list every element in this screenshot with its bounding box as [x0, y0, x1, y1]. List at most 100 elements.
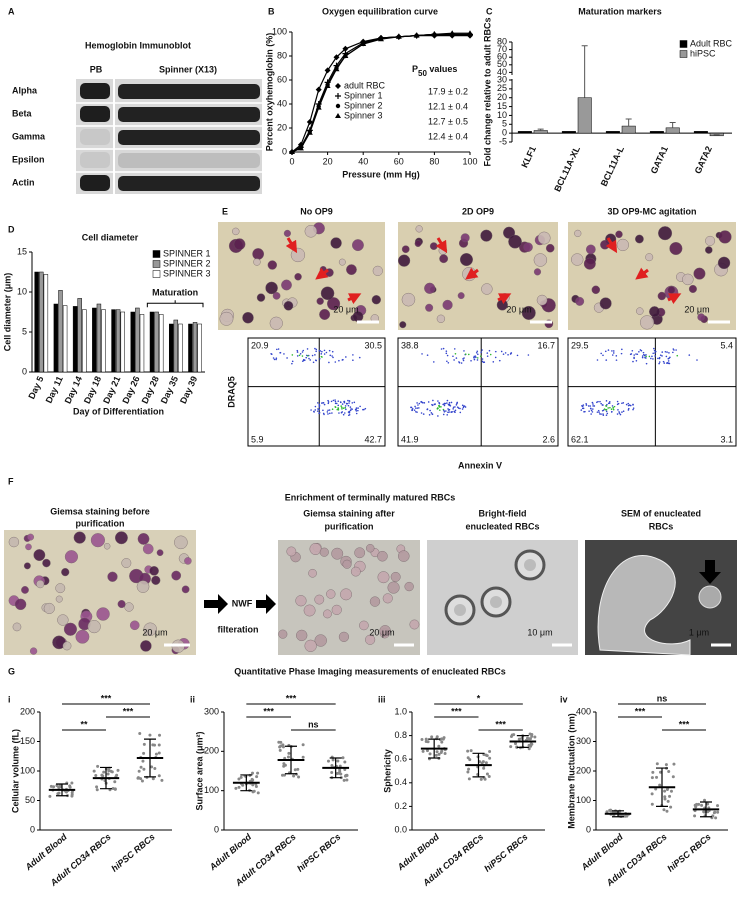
flow-event	[489, 353, 492, 356]
flow-event	[652, 358, 654, 360]
jitter-point	[142, 767, 146, 771]
y-axis-label: Sphericity	[382, 749, 392, 793]
jitter-point	[116, 768, 120, 772]
x-tick-label: Day 11	[44, 375, 65, 405]
flow-event	[422, 413, 425, 415]
cell	[346, 264, 357, 275]
cell	[55, 595, 63, 603]
flow-event	[602, 413, 604, 415]
cell	[14, 598, 27, 611]
quadrant-value: 20.9	[251, 340, 269, 350]
flow-event	[458, 361, 461, 364]
jitter-point	[343, 760, 347, 764]
flow-event	[343, 400, 346, 403]
cell	[382, 593, 393, 604]
cell	[399, 321, 407, 329]
cell	[398, 550, 410, 562]
jitter-point	[250, 771, 254, 775]
legend-marker	[335, 103, 341, 109]
flow-event	[673, 349, 675, 351]
cell	[574, 229, 582, 238]
y-tick-label: 1.0	[394, 706, 407, 716]
flow-event	[615, 355, 618, 357]
flow-event	[610, 408, 613, 411]
column-label: PB	[90, 64, 103, 74]
flow-event	[636, 353, 639, 356]
flow-event	[345, 408, 347, 411]
cell	[439, 254, 449, 264]
flow-event	[452, 355, 454, 358]
flow-event	[658, 361, 661, 363]
cell	[303, 604, 316, 617]
cell	[64, 550, 78, 564]
flow-event	[315, 350, 317, 353]
sd-bar	[100, 766, 112, 790]
jitter-point	[94, 774, 98, 778]
row-label: Alpha	[12, 85, 38, 95]
flow-event	[306, 348, 309, 350]
jitter-point	[141, 759, 145, 763]
annotation: Maturation	[152, 288, 198, 298]
flow-event	[315, 348, 318, 351]
flow-event	[418, 407, 420, 409]
flow-event	[619, 413, 622, 416]
comparison-label: ns	[308, 719, 319, 729]
legend-label: Spinner 1	[344, 90, 383, 100]
flow-event	[448, 411, 450, 413]
legend-label: hiPSC	[690, 48, 716, 58]
cell	[599, 297, 612, 310]
jitter-point	[529, 744, 533, 748]
x-tick-label: 0	[289, 156, 294, 166]
y-tick-label: 0.6	[394, 754, 407, 764]
panel-label: A	[8, 6, 15, 16]
jitter-point	[57, 785, 61, 789]
cell	[283, 300, 294, 311]
cell	[256, 293, 266, 302]
flow-event	[443, 404, 446, 407]
flow-event	[591, 401, 594, 404]
flow-event	[323, 353, 326, 355]
flow-event	[318, 357, 321, 360]
x-tick-label: Adult Blood	[395, 831, 442, 872]
y-tick-label: 5	[22, 326, 27, 336]
cell	[718, 230, 732, 244]
cell	[12, 622, 22, 632]
legend-swatch	[679, 40, 688, 48]
quadrant-value: 29.5	[571, 340, 589, 350]
jitter-point	[512, 733, 516, 737]
bar	[92, 307, 97, 373]
legend-label: Spinner 3	[344, 110, 383, 120]
jitter-point	[331, 758, 335, 762]
flow-event	[611, 354, 614, 356]
flow-event	[473, 356, 475, 359]
error-bar	[713, 134, 720, 136]
sd-bar	[700, 801, 712, 818]
jitter-point	[716, 804, 720, 808]
flow-event	[350, 408, 352, 410]
scale-label: 20 μm	[506, 304, 531, 314]
flow-event	[480, 351, 483, 353]
flow-event	[446, 354, 449, 357]
jitter-point	[150, 765, 154, 769]
jitter-point	[484, 761, 488, 765]
flow-event	[621, 402, 623, 405]
arrow	[635, 267, 649, 280]
flow-event	[328, 349, 331, 352]
cell	[508, 234, 522, 249]
flow-event	[600, 402, 602, 405]
y-axis-label: Cellular volume (fL)	[10, 729, 20, 813]
flow-event	[592, 408, 594, 410]
y-tick-label: 70	[497, 44, 507, 54]
rbc-center	[490, 596, 502, 608]
flow-plot	[567, 337, 737, 447]
quadrant-value: 38.8	[401, 340, 419, 350]
jitter-point	[341, 756, 345, 760]
jitter-point	[254, 785, 258, 789]
blot-band	[80, 106, 110, 122]
cell	[436, 314, 446, 323]
cell	[425, 303, 434, 312]
x-tick-label: hiPSC RBCs	[109, 832, 156, 874]
x-tick-label: 40	[358, 156, 368, 166]
flow-event	[604, 350, 607, 353]
flow-event	[319, 350, 322, 352]
